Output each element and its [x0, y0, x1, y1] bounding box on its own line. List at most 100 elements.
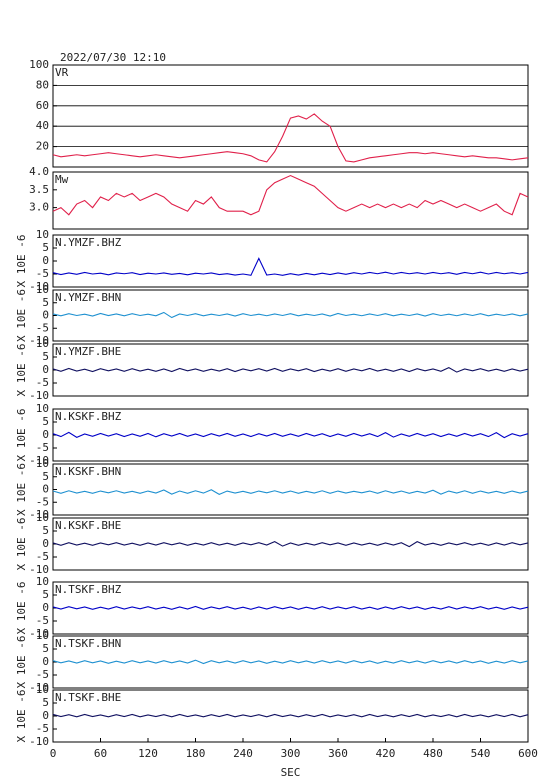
panel-frame	[52, 635, 529, 689]
series-line	[52, 311, 529, 319]
y-tick-label: 10	[36, 683, 49, 696]
y-tick-label: -5	[36, 376, 49, 389]
x-tick-label: 300	[281, 747, 301, 760]
y-tick-label: -10	[29, 280, 49, 293]
y-tick-label: 0	[42, 363, 49, 376]
x-tick-label: 420	[376, 747, 396, 760]
panel-label: N.KSKF.BHE	[55, 519, 121, 532]
y-tick-label: 0	[42, 254, 49, 267]
y-tick-label: -5	[36, 550, 49, 563]
panel-label: N.YMZF.BHN	[55, 291, 121, 304]
y-axis-label: X 10E -6	[15, 289, 28, 342]
y-axis-label: X 10E -6	[15, 344, 28, 397]
y-axis-label: X 10E -6	[15, 463, 28, 516]
panel-label: N.KSKF.BHN	[55, 465, 121, 478]
y-tick-label: -10	[29, 681, 49, 694]
y-tick-label: 0	[42, 428, 49, 441]
panel-label: Mw	[55, 173, 69, 186]
y-tick-label: 10	[36, 457, 49, 470]
y-tick-label: 5	[42, 415, 49, 428]
y-axis-label: X 10E -6	[15, 409, 28, 462]
y-tick-label: -5	[36, 267, 49, 280]
panel-label: VR	[55, 66, 69, 79]
panel-frame	[52, 689, 529, 743]
chart-title: 2022/07/30 12:10	[60, 51, 166, 64]
y-tick-label: -10	[29, 389, 49, 402]
y-tick-label: -5	[36, 321, 49, 334]
panel-frame	[52, 463, 529, 516]
y-tick-label: -5	[36, 441, 49, 454]
y-axis-label: X 10E -6	[15, 582, 28, 635]
y-tick-label: 60	[36, 99, 49, 112]
panel-label: N.KSKF.BHZ	[55, 410, 122, 423]
y-tick-label: -10	[29, 508, 49, 521]
y-tick-label: -5	[36, 722, 49, 735]
y-tick-label: 3.0	[29, 201, 49, 214]
x-tick-label: 120	[138, 747, 158, 760]
x-tick-label: 540	[471, 747, 491, 760]
y-tick-label: 5	[42, 296, 49, 309]
y-tick-label: 0	[42, 483, 49, 496]
y-tick-label: 0	[42, 309, 49, 322]
series-line	[52, 659, 529, 665]
panel-label: N.YMZF.BHZ	[55, 236, 122, 249]
series-line	[52, 367, 529, 373]
y-tick-label: -10	[29, 563, 49, 576]
x-tick-label: 480	[423, 747, 443, 760]
y-tick-label: 10	[36, 337, 49, 350]
y-tick-label: 0	[42, 537, 49, 550]
x-tick-label: 360	[328, 747, 348, 760]
series-line	[52, 713, 529, 718]
y-tick-label: -10	[29, 334, 49, 347]
y-tick-label: 5	[42, 642, 49, 655]
series-line	[52, 431, 529, 439]
panel-frame	[52, 517, 529, 571]
panel-frame	[52, 289, 529, 342]
panel-frame	[52, 64, 529, 168]
y-tick-label: 5	[42, 350, 49, 363]
series-line	[52, 605, 529, 610]
series-line	[52, 113, 529, 163]
x-axis-label: SEC	[281, 766, 301, 779]
series-line	[52, 489, 529, 495]
panel-frame	[52, 408, 529, 462]
series-line	[52, 541, 529, 548]
y-tick-label: 10	[36, 228, 49, 241]
y-tick-label: -10	[29, 627, 49, 640]
x-tick-label: 60	[94, 747, 107, 760]
y-tick-label: -5	[36, 495, 49, 508]
panel-frame	[52, 234, 529, 288]
y-tick-label: 4.0	[29, 165, 49, 178]
y-tick-label: 40	[36, 119, 49, 132]
y-tick-label: 100	[29, 58, 49, 71]
y-tick-label: 0	[42, 601, 49, 614]
y-tick-label: 20	[36, 140, 49, 153]
panel-label: N.YMZF.BHE	[55, 345, 121, 358]
panel-label: N.TSKF.BHN	[55, 637, 121, 650]
panel-frame	[52, 171, 529, 230]
y-tick-label: 5	[42, 696, 49, 709]
y-tick-label: -10	[29, 735, 49, 748]
y-tick-label: 10	[36, 402, 49, 415]
panel-frame	[52, 343, 529, 397]
y-tick-label: 3.5	[29, 183, 49, 196]
y-tick-label: 80	[36, 78, 49, 91]
y-tick-label: 10	[36, 283, 49, 296]
y-tick-label: -5	[36, 668, 49, 681]
y-axis-label: X 10E -6	[15, 636, 28, 689]
y-axis-label: X 10E -6	[15, 690, 28, 743]
panel-label: N.TSKF.BHZ	[55, 583, 122, 596]
y-tick-label: 5	[42, 588, 49, 601]
y-tick-label: -10	[29, 454, 49, 467]
y-tick-label: 5	[42, 241, 49, 254]
panel-label: N.TSKF.BHE	[55, 691, 121, 704]
x-tick-label: 240	[233, 747, 253, 760]
y-tick-label: 0	[42, 709, 49, 722]
panel-frame	[52, 581, 529, 635]
y-tick-label: 5	[42, 470, 49, 483]
x-tick-label: 180	[186, 747, 206, 760]
y-axis-label: X 10E -6	[15, 235, 28, 288]
y-tick-label: 0	[42, 655, 49, 668]
series-line	[52, 257, 529, 276]
